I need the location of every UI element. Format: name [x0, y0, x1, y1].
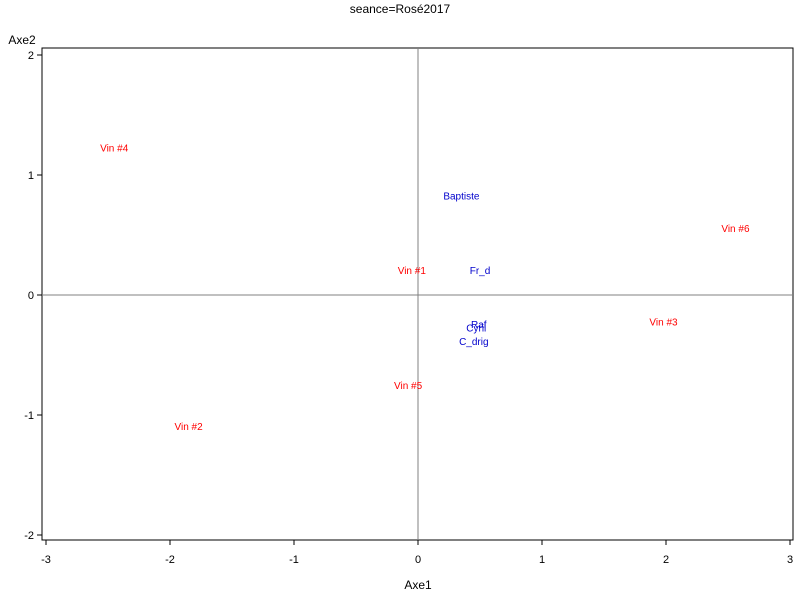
chart-title: seance=Rosé2017 — [350, 2, 451, 16]
point-labels: Vin #1 Vin #2 Vin #3 Vin #4 Vin #5 Vin #6 Bapt… — [100, 144, 750, 433]
point-label: C_drig — [459, 337, 488, 348]
point-label: Vin #4 — [100, 144, 129, 155]
y-tick-label: -2 — [24, 530, 34, 542]
x-tick-label: -1 — [289, 554, 299, 566]
y-tick-label: 1 — [28, 170, 34, 182]
y-tick-label: 2 — [28, 50, 34, 62]
point-label: Vin #2 — [175, 422, 204, 433]
y-tick-label: -1 — [24, 410, 34, 422]
point-label: Cyril — [466, 324, 486, 335]
point-label: Vin #6 — [721, 224, 750, 235]
x-tick-label: -2 — [165, 554, 175, 566]
point-label: Fr_d — [470, 266, 491, 277]
x-axis-label: Axe1 — [404, 578, 432, 592]
x-tick-label: -3 — [41, 554, 51, 566]
x-tick-label: 2 — [663, 554, 669, 566]
point-label: Baptiste — [443, 192, 480, 203]
y-tick-label: 0 — [28, 290, 34, 302]
x-axis-ticks: -3 -2 -1 0 1 2 3 — [41, 540, 793, 566]
point-label: Vin #3 — [649, 318, 678, 329]
y-axis-ticks: -2 -1 0 1 2 — [24, 50, 42, 542]
point-label: Vin #5 — [394, 381, 423, 392]
y-axis-label: Axe2 — [8, 33, 36, 47]
x-tick-label: 0 — [415, 554, 421, 566]
reference-lines — [42, 48, 793, 540]
point-label: Vin #1 — [398, 266, 427, 277]
point-label: Raf — [471, 320, 487, 331]
x-tick-label: 3 — [787, 554, 793, 566]
x-tick-label: 1 — [539, 554, 545, 566]
